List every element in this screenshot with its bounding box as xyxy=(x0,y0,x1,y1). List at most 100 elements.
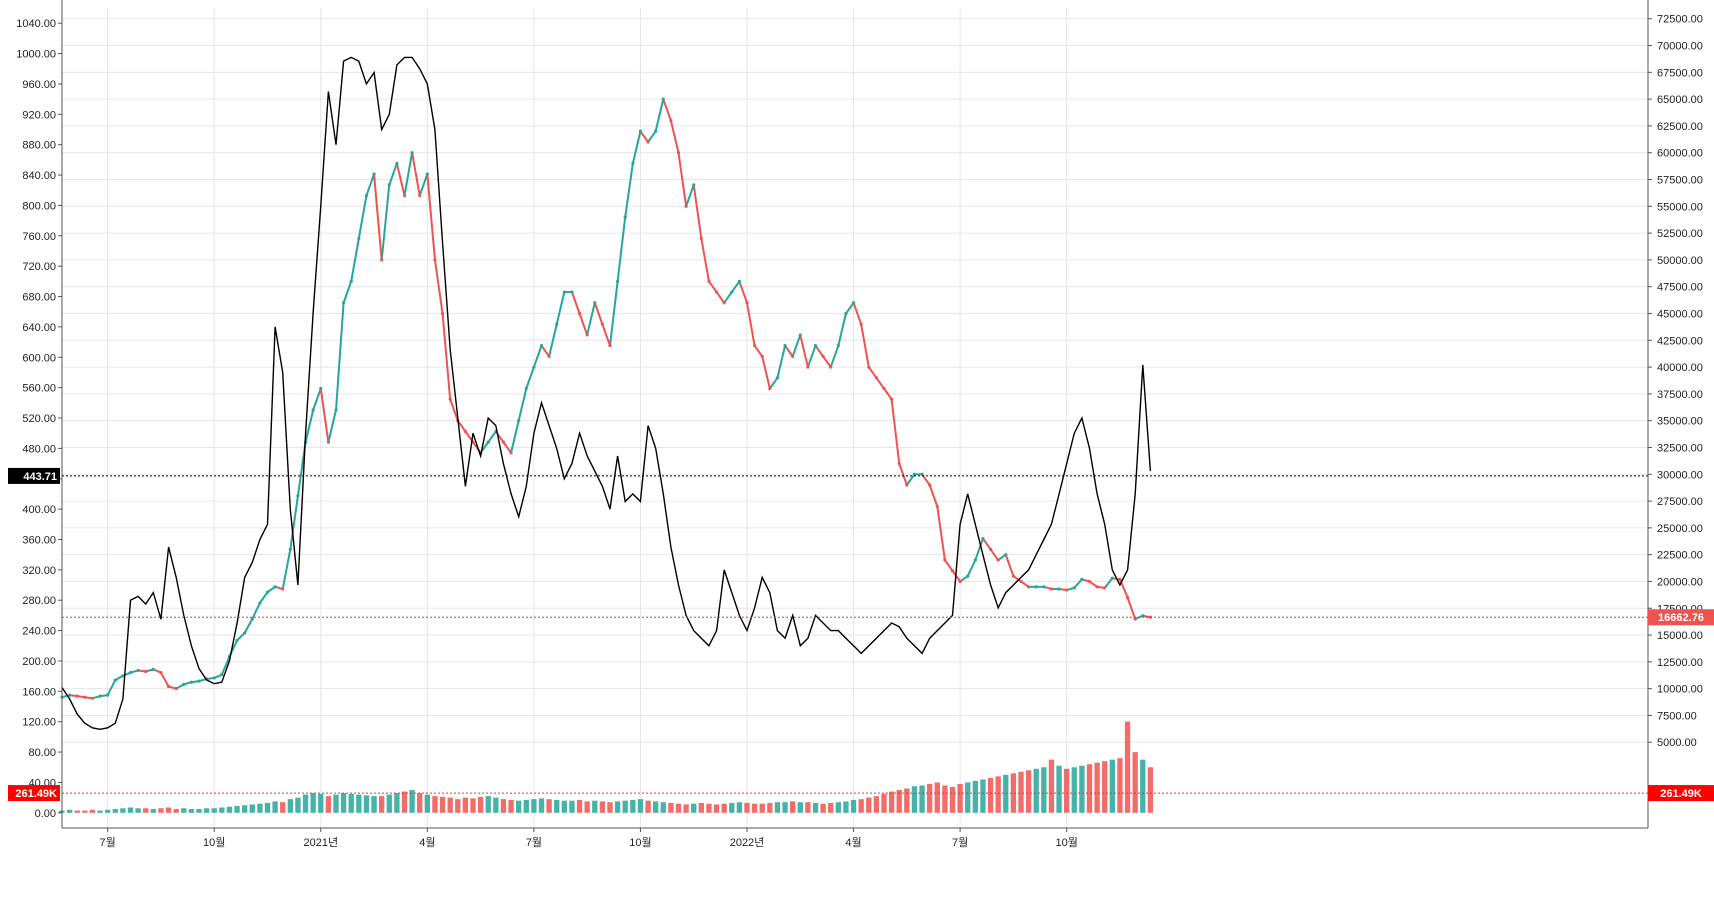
price-point xyxy=(737,279,741,283)
price-point xyxy=(144,669,148,674)
volume-bar xyxy=(660,802,666,813)
left-axis-tick-label: 880.00 xyxy=(22,140,56,152)
volume-bar xyxy=(287,799,293,813)
volume-bar xyxy=(1124,721,1131,813)
price-point xyxy=(159,670,163,675)
price-point xyxy=(1141,614,1145,618)
price-point xyxy=(973,558,977,562)
price-point xyxy=(593,301,597,305)
volume-bar xyxy=(523,799,529,813)
price-candle-segment xyxy=(251,602,261,620)
price-candle-segment xyxy=(335,302,345,411)
volume-bar xyxy=(234,805,240,813)
price-point xyxy=(890,397,894,401)
price-candle-segment xyxy=(890,399,901,464)
volume-bar xyxy=(500,799,507,813)
volume-bar xyxy=(706,803,712,813)
price-point xyxy=(372,172,376,176)
price-candle-segment xyxy=(1004,554,1015,577)
price-candle-segment xyxy=(1126,597,1137,620)
left-axis-tick-label: 80.00 xyxy=(28,747,56,759)
price-candle-segment xyxy=(936,506,946,561)
left-axis-tick-label: 920.00 xyxy=(22,109,56,121)
price-point xyxy=(90,696,95,700)
right-axis-tick-label: 60000.00 xyxy=(1657,148,1703,160)
price-point xyxy=(357,236,361,241)
price-point xyxy=(524,386,528,391)
price-candle-segment xyxy=(769,377,779,390)
price-candle-segment xyxy=(502,441,512,454)
price-candle-segment xyxy=(875,377,885,390)
price-candle-segment xyxy=(571,291,581,314)
price-point xyxy=(851,301,856,305)
price-candle-segment xyxy=(654,98,665,132)
volume-bar xyxy=(1102,761,1108,813)
price-point xyxy=(425,172,429,176)
volume-bar xyxy=(881,793,887,813)
price-point xyxy=(1019,579,1023,584)
volume-bar xyxy=(995,776,1001,813)
right-volume-badge-bg xyxy=(1648,785,1714,802)
x-axis-tick-label: 7월 xyxy=(100,836,116,849)
volume-bar xyxy=(927,783,933,813)
price-candle-segment xyxy=(304,409,315,443)
price-point xyxy=(68,693,72,697)
volume-bar xyxy=(188,809,195,813)
volume-bar xyxy=(181,808,187,813)
volume-bar xyxy=(622,800,628,813)
price-candle-segment xyxy=(883,387,893,400)
right-axis-tick-label: 40000.00 xyxy=(1657,362,1703,374)
volume-bar xyxy=(310,793,316,813)
price-point xyxy=(288,547,292,551)
volume-bar xyxy=(1094,762,1100,813)
price-candle-segment xyxy=(761,356,771,389)
x-axis-tick-label: 2022년 xyxy=(730,836,765,849)
price-candle-segment xyxy=(631,131,642,164)
volume-bar xyxy=(751,803,758,813)
price-point xyxy=(783,344,787,348)
volume-bar xyxy=(972,780,978,813)
volume-bar xyxy=(797,802,803,813)
price-candle-segment xyxy=(1073,578,1083,589)
volume-bar xyxy=(805,802,811,813)
right-axis-tick-label: 37500.00 xyxy=(1657,389,1703,401)
price-point xyxy=(311,408,315,412)
price-point xyxy=(189,680,193,684)
price-point xyxy=(676,151,681,155)
price-point xyxy=(243,631,247,635)
price-candle-segment xyxy=(456,420,467,432)
axes-layer: 5000.007500.0010000.0012500.0015000.0017… xyxy=(8,0,1714,849)
price-candle-segment xyxy=(906,473,916,486)
price-point xyxy=(1125,595,1130,600)
price-point xyxy=(265,590,270,594)
left-axis-tick-label: 760.00 xyxy=(22,231,56,243)
price-candle-segment xyxy=(639,130,649,143)
volume-bar xyxy=(729,802,735,813)
x-axis-tick-label: 10월 xyxy=(629,836,651,849)
price-candle-segment xyxy=(669,120,680,153)
volume-bar xyxy=(386,794,392,813)
price-point xyxy=(1057,587,1061,591)
volume-bar xyxy=(607,802,613,813)
volume-bar xyxy=(683,804,689,813)
volume-bar xyxy=(584,801,590,813)
volume-bar xyxy=(340,793,347,813)
price-point xyxy=(395,161,399,166)
x-axis-tick-label: 2021년 xyxy=(303,836,338,849)
volume-bar xyxy=(828,802,834,813)
price-point xyxy=(920,472,924,476)
volume-bar xyxy=(949,787,956,813)
volume-bar xyxy=(226,806,233,813)
right-axis-tick-label: 7500.00 xyxy=(1657,710,1697,722)
price-candle-segment xyxy=(784,345,794,357)
left-axis-tick-label: 400.00 xyxy=(22,504,56,516)
price-candle-segment xyxy=(852,302,863,325)
price-point xyxy=(387,183,391,187)
volume-bar xyxy=(721,803,727,813)
volume-bar xyxy=(904,788,910,813)
price-point xyxy=(928,483,932,487)
price-point xyxy=(988,547,993,551)
left-axis-tick-label: 240.00 xyxy=(22,626,56,638)
